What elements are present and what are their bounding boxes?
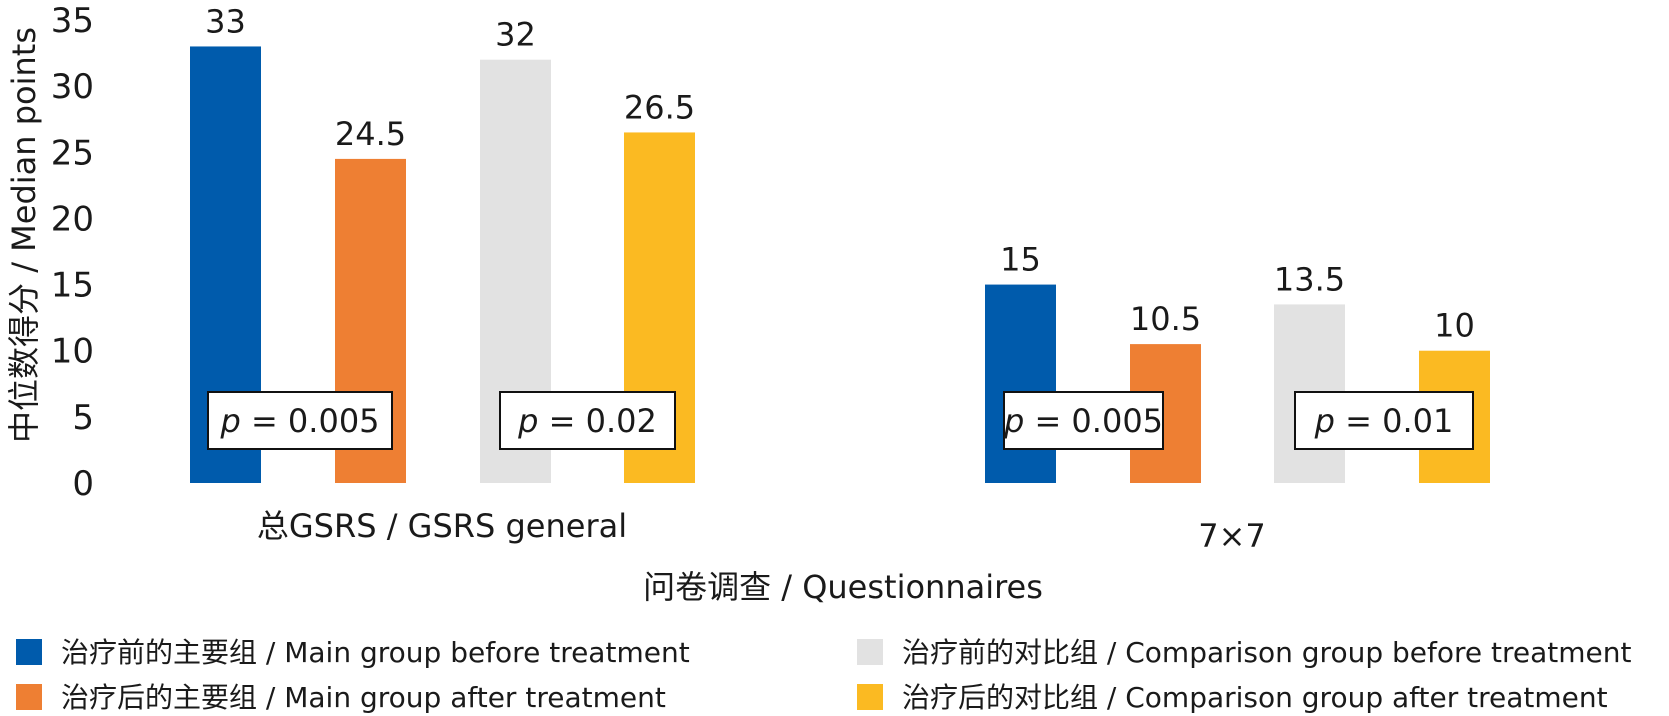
y-tick-label: 5 (72, 398, 94, 438)
data-label: 13.5 (1274, 260, 1345, 298)
y-tick-label: 20 (51, 199, 94, 239)
p-value-text: p = 0.005 (219, 402, 379, 440)
p-value-text: p = 0.02 (517, 402, 657, 440)
data-label: 10.5 (1130, 300, 1201, 338)
legend-label: 治疗后的对比组 / Comparison group after treatme… (902, 681, 1608, 714)
y-tick-label: 30 (51, 67, 94, 107)
y-tick-label: 25 (51, 133, 94, 173)
data-label: 32 (495, 16, 536, 54)
data-label: 15 (1000, 241, 1041, 279)
legend-label: 治疗前的主要组 / Main group before treatment (61, 636, 690, 669)
p-value-text: p = 0.01 (1314, 402, 1454, 440)
p-value-box (207, 391, 393, 450)
legend-swatch (16, 684, 42, 710)
p-value-box (1003, 391, 1164, 450)
y-tick-label: 10 (51, 332, 94, 372)
legend-swatch (857, 684, 883, 710)
legend: 治疗前的主要组 / Main group before treatment 治疗后… (16, 636, 1631, 714)
data-label: 33 (205, 2, 246, 40)
y-tick-label: 35 (51, 1, 94, 41)
category-label-gsrs-general: 总GSRS / GSRS general (257, 507, 627, 545)
y-tick-label: 15 (51, 266, 94, 306)
data-label: 26.5 (624, 88, 695, 126)
legend-swatch (16, 639, 42, 665)
data-labels: 33 15 24.5 10.5 32 13.5 26.5 10 (205, 2, 1475, 344)
legend-label: 治疗前的对比组 / Comparison group before treatm… (902, 636, 1631, 669)
p-value-box (499, 391, 676, 450)
y-tick-label: 0 (72, 464, 94, 504)
category-label-7x7: 7×7 (1198, 517, 1266, 555)
data-label: 24.5 (335, 115, 406, 153)
p-value-box (1294, 391, 1474, 450)
p-value-annotations: p = 0.005 p = 0.02 p = 0.005 p = 0.01 (207, 391, 1474, 450)
y-axis-ticks: 0 5 10 15 20 25 30 35 (51, 1, 94, 504)
bar (985, 284, 1056, 483)
data-label: 10 (1434, 307, 1475, 345)
y-axis-label: 中位数得分 / Median points (5, 27, 43, 443)
p-value-text: p = 0.005 (1003, 402, 1163, 440)
x-axis-label: 问卷调查 / Questionnaires (643, 568, 1043, 606)
legend-label: 治疗后的主要组 / Main group after treatment (61, 681, 666, 714)
legend-swatch (857, 639, 883, 665)
